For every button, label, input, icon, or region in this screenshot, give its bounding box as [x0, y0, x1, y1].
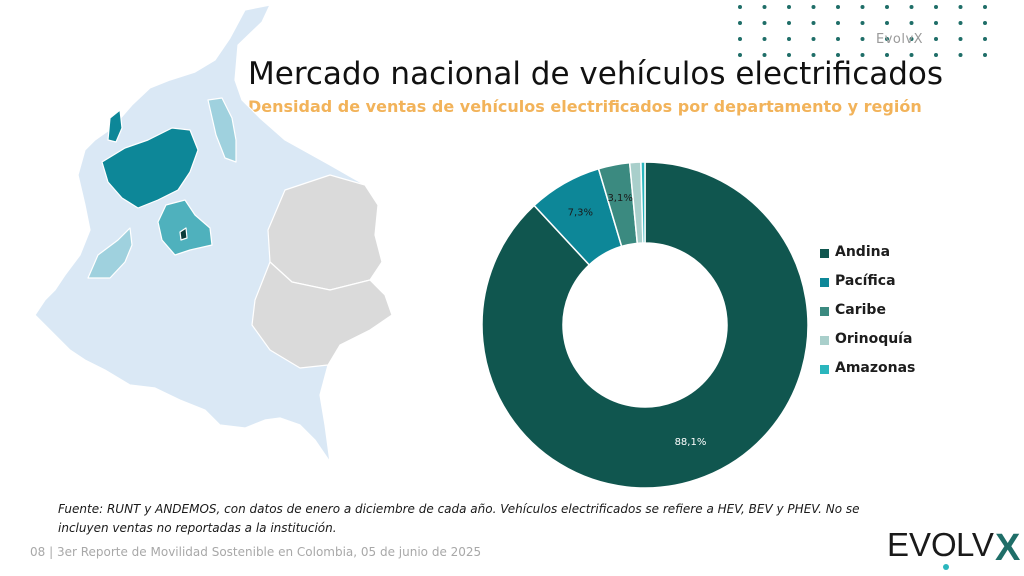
- decor-dot: [738, 53, 742, 57]
- legend-item-amazonas: Amazonas: [820, 360, 960, 389]
- decor-dot: [909, 37, 914, 41]
- logo-circuit-dot: [943, 564, 949, 570]
- map-region-valle: [87, 227, 133, 279]
- brand-label: EvolvX: [876, 32, 924, 47]
- decor-dot: [885, 21, 889, 25]
- decor-dot: [934, 21, 938, 25]
- map-region-antioquia: [101, 127, 199, 209]
- decor-dot: [762, 5, 767, 9]
- page-title: Mercado nacional de vehículos electrific…: [248, 56, 944, 92]
- decor-dot: [983, 21, 987, 25]
- legend-swatch: [820, 249, 829, 258]
- decor-dot: [762, 37, 767, 41]
- decor-dot: [836, 5, 840, 9]
- donut-chart: 88,1% 7,3% 3,1%: [481, 161, 809, 489]
- decor-dot: [787, 21, 791, 25]
- decor-dot: [958, 5, 963, 9]
- logo-text-o: O: [931, 526, 957, 563]
- decor-dot: [860, 53, 865, 57]
- legend-item-andina: Andina: [820, 244, 960, 273]
- decor-dot: [958, 21, 963, 25]
- legend-item-pacífica: Pacífica: [820, 273, 960, 302]
- decor-dot: [983, 53, 987, 57]
- decor-dot: [787, 53, 791, 57]
- map-region-east-north: [267, 174, 383, 291]
- legend-item-caribe: Caribe: [820, 302, 960, 331]
- decor-dot: [738, 21, 742, 25]
- legend-item-orinoquía: Orinoquía: [820, 331, 960, 360]
- decor-dot: [811, 5, 816, 9]
- donut-slice-andina: [481, 161, 809, 489]
- legend-swatch: [820, 336, 829, 345]
- map-region-east-south: [251, 261, 393, 369]
- footer-text: 08 | 3er Reporte de Movilidad Sostenible…: [30, 545, 482, 559]
- decor-dot: [909, 5, 914, 9]
- evolvx-logo: EV O LV X: [887, 526, 1020, 570]
- source-note: Fuente: RUNT y ANDEMOS, con datos de ene…: [58, 502, 860, 535]
- decor-dot: [934, 37, 938, 41]
- map-region-cundinamarca: [157, 199, 213, 256]
- colombia-department-map: [34, 4, 393, 463]
- decor-dot: [811, 53, 816, 57]
- legend-swatch: [820, 365, 829, 374]
- decor-dot: [934, 5, 938, 9]
- decor-dot: [811, 21, 816, 25]
- map-region-cordoba: [107, 109, 123, 143]
- decor-dot: [909, 53, 914, 57]
- decor-dot: [738, 37, 742, 41]
- logo-text-left: EV: [887, 526, 931, 563]
- decor-dot: [983, 5, 987, 9]
- legend-label: Amazonas: [835, 360, 916, 376]
- page-subtitle: Densidad de ventas de vehículos electrif…: [248, 97, 922, 116]
- decor-dot: [738, 5, 742, 9]
- decor-dot: [811, 37, 816, 41]
- decor-dot: [983, 37, 987, 41]
- logo-text-x: X: [995, 527, 1020, 569]
- decorative-dot-grid: [738, 5, 987, 57]
- decor-dot: [860, 37, 865, 41]
- legend-swatch: [820, 278, 829, 287]
- legend-swatch: [820, 307, 829, 316]
- decor-dot: [762, 21, 767, 25]
- decor-dot: [787, 37, 791, 41]
- decor-dot: [885, 37, 889, 41]
- chart-legend: Andina Pacífica Caribe Orinoquía Amazonas: [820, 244, 960, 389]
- legend-label: Pacífica: [835, 273, 896, 289]
- decor-dot: [909, 21, 914, 25]
- decor-dot: [836, 53, 840, 57]
- decor-dot: [762, 53, 767, 57]
- decor-dot: [787, 5, 791, 9]
- data-label-pacífica: 7,3%: [568, 208, 593, 219]
- decor-dot: [836, 37, 840, 41]
- decor-dot: [860, 21, 865, 25]
- legend-label: Andina: [835, 244, 891, 260]
- decor-dot: [860, 5, 865, 9]
- map-region-bogota: [179, 227, 188, 241]
- decor-dot: [958, 53, 963, 57]
- decor-dot: [958, 37, 963, 41]
- logo-text-right: LV: [956, 526, 994, 563]
- decor-dot: [836, 21, 840, 25]
- donut-slice-amazonas: [640, 161, 646, 244]
- legend-label: Caribe: [835, 302, 886, 318]
- data-label-caribe: 3,1%: [607, 193, 632, 204]
- decor-dot: [934, 53, 938, 57]
- map-region-north-east: [207, 97, 237, 163]
- data-label-andina: 88,1%: [675, 437, 707, 448]
- decor-dot: [885, 5, 889, 9]
- decor-dot: [885, 53, 889, 57]
- legend-label: Orinoquía: [835, 331, 913, 347]
